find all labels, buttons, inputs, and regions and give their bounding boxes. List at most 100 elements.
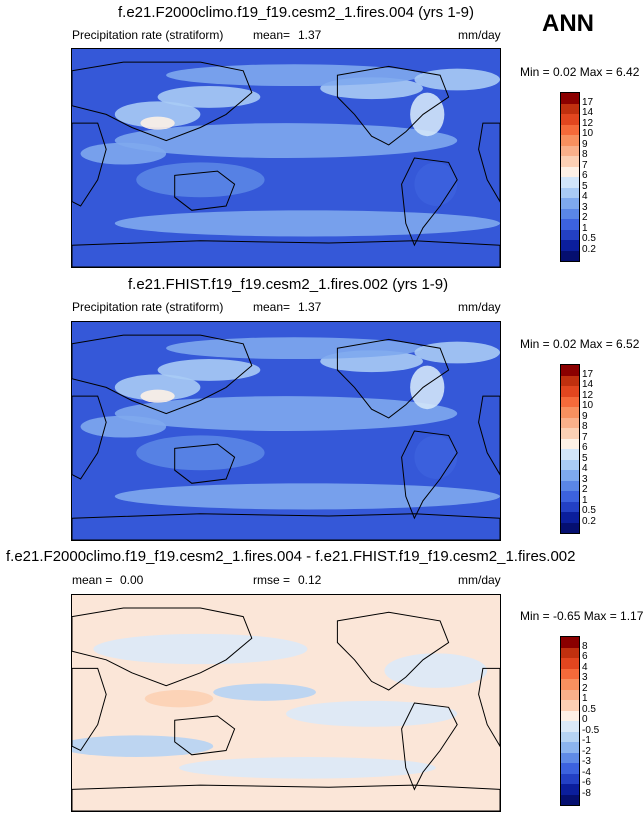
panel-2-map [71, 321, 501, 541]
panel-3-mean-label: mean = [72, 573, 113, 587]
colorbar-tick-label: 0.5 [582, 505, 596, 516]
colorbar-swatch [561, 407, 579, 418]
colorbar-swatch [561, 365, 579, 376]
colorbar-swatch [561, 512, 579, 523]
panel-1-mean-label: mean= [253, 28, 291, 42]
colorbar-swatch [561, 710, 579, 721]
coastline-south-america [401, 702, 458, 791]
panel-2-title: f.e21.FHIST.f19_f19.cesm2_1.fires.002 (y… [128, 276, 449, 293]
panel-1-map-field [71, 49, 501, 268]
panel-1-mean-value: 1.37 [298, 28, 322, 42]
panel-3-mean-value: 0.00 [120, 573, 144, 587]
coastline-north-america [336, 611, 450, 691]
precip-region [166, 337, 423, 360]
coastline-africa-east [478, 667, 501, 749]
panel-3-map-field [59, 595, 501, 812]
coastline-africa-east [478, 395, 501, 477]
colorbar-swatch [561, 522, 579, 533]
colorbar-tick-label: 17 [582, 96, 594, 108]
colorbar-tick-label: 12 [582, 117, 594, 129]
panel-2-map-field [71, 322, 501, 541]
panel-1-variable: Precipitation rate (stratiform) [72, 28, 224, 42]
precip-region [144, 690, 214, 708]
colorbar-swatch [561, 250, 579, 261]
colorbar-tick-label: 6 [582, 651, 588, 662]
colorbar-swatch [561, 480, 579, 491]
colorbar-swatch [561, 114, 579, 125]
coastline-eurasia [71, 334, 253, 415]
colorbar-swatch [561, 219, 579, 230]
colorbar-swatch [561, 93, 579, 104]
colorbar-swatch [561, 438, 579, 449]
precip-region [410, 365, 445, 410]
colorbar-swatch [561, 647, 579, 658]
colorbar-swatch [561, 145, 579, 156]
precip-region [114, 483, 500, 510]
precip-region [136, 162, 265, 198]
colorbar-tick-label: 5 [582, 180, 588, 192]
coastline-africa [71, 395, 107, 480]
colorbar-swatch [561, 784, 579, 795]
coastline-north-america [336, 65, 450, 146]
colorbar-swatch [561, 166, 579, 177]
panel-1-title: f.e21.F2000climo.f19_f19.cesm2_1.fires.0… [118, 4, 475, 21]
colorbar-tick-label: 9 [582, 138, 588, 150]
colorbar-swatch [561, 135, 579, 146]
panel-3-map [59, 594, 501, 812]
coastline-eurasia [71, 607, 253, 687]
colorbar-tick-label: 1 [582, 693, 588, 704]
colorbar-swatch [561, 177, 579, 188]
precip-region [166, 64, 423, 87]
coastline-australia [174, 443, 236, 484]
colorbar-tick-label: 8 [582, 640, 588, 652]
coastline-australia [174, 170, 236, 211]
colorbar-swatch [561, 501, 579, 512]
colorbar-tick-label: 3 [582, 201, 588, 213]
colorbar-tick-label: 14 [582, 379, 594, 390]
precip-region [80, 142, 167, 165]
panel-2-mean-label: mean= [253, 300, 291, 314]
colorbar-tick-label: 2 [582, 682, 588, 694]
colorbar-swatch [561, 396, 579, 407]
colorbar-tick-label: 1 [582, 222, 588, 234]
colorbar-swatch [561, 773, 579, 784]
colorbar-tick-label: 1 [582, 494, 588, 506]
colorbar-tick-label: 0.2 [582, 515, 596, 527]
colorbar-tick-label: 10 [582, 128, 594, 139]
colorbar-swatch [561, 731, 579, 742]
precip-region [157, 359, 261, 381]
panel-3-rmse-value: 0.12 [298, 573, 322, 587]
colorbar-tick-label: 12 [582, 389, 594, 401]
colorbar-swatch [561, 229, 579, 240]
colorbar-swatch [561, 240, 579, 251]
colorbar-tick-label: 0 [582, 714, 588, 725]
colorbar-swatch [561, 721, 579, 732]
colorbar-swatch [561, 449, 579, 460]
colorbar-tick-label: 4 [582, 463, 588, 474]
colorbar-swatch [561, 156, 579, 167]
colorbar-tick-label: -1 [582, 735, 591, 746]
colorbar-tick-label: -6 [582, 777, 591, 788]
colorbar-tick-label: -4 [582, 766, 591, 778]
colorbar-swatch [561, 124, 579, 135]
panel-2-variable: Precipitation rate (stratiform) [72, 300, 224, 314]
precip-region [414, 341, 501, 364]
coastline-south-america [401, 157, 458, 247]
colorbar-tick-label: 9 [582, 410, 588, 422]
colorbar-swatch [561, 794, 579, 805]
precip-region [213, 683, 316, 701]
colorbar-tick-label: 2 [582, 484, 588, 495]
coastline-south-america [401, 430, 458, 520]
colorbar-tick-label: 3 [582, 473, 588, 485]
precip-region [414, 435, 458, 479]
panel-2-units: mm/day [458, 300, 501, 314]
panel-3-title: f.e21.F2000climo.f19_f19.cesm2_1.fires.0… [6, 548, 576, 565]
colorbar-swatch [561, 459, 579, 470]
colorbar-tick-label: 4 [582, 661, 588, 673]
precip-region [114, 101, 201, 128]
precip-region [157, 86, 261, 108]
colorbar-swatch [561, 417, 579, 428]
colorbar-swatch [561, 187, 579, 198]
precip-region [80, 415, 167, 438]
colorbar-tick-label: 0.5 [582, 233, 596, 244]
